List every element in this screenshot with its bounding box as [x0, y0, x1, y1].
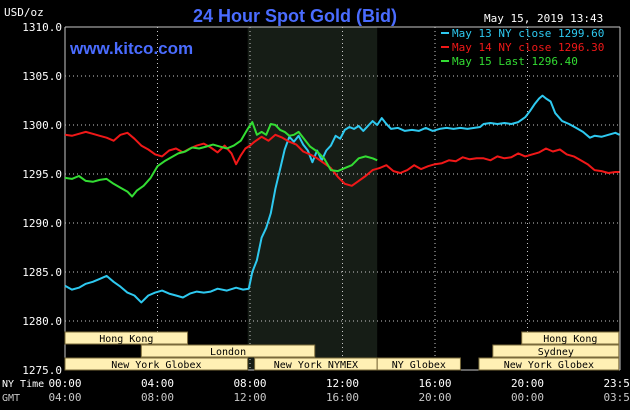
market-session-bar	[64, 357, 249, 371]
x-tick-label-ny: 23:59	[603, 377, 630, 390]
series-line-2	[64, 121, 378, 198]
x-axis-row-label-ny: NY Time	[2, 379, 44, 390]
x-axis-row-label-gmt: GMT	[2, 393, 20, 404]
x-tick-label-ny: 12:00	[326, 377, 359, 390]
x-tick-label-gmt: 12:00	[233, 391, 266, 404]
y-axis-unit-label: USD/oz	[4, 6, 44, 19]
chart-title: 24 Hour Spot Gold (Bid)	[193, 6, 397, 26]
x-tick-label-gmt: 00:00	[511, 391, 544, 404]
market-session-label: New York Globex	[111, 360, 201, 371]
market-session-bar	[521, 331, 620, 345]
x-tick-label-ny: 08:00	[233, 377, 266, 390]
market-session-label: Hong Kong	[543, 334, 597, 345]
x-tick-label-gmt: 04:00	[48, 391, 81, 404]
y-tick-label: 1300.0	[22, 119, 62, 132]
market-session-label: Sydney	[538, 347, 574, 358]
market-session-label: London	[210, 347, 246, 358]
x-tick-label-ny: 04:00	[141, 377, 174, 390]
market-session-bar	[64, 331, 189, 345]
x-tick-label-gmt: 20:00	[418, 391, 451, 404]
x-tick-label-ny: 16:00	[418, 377, 451, 390]
y-tick-label: 1285.0	[22, 266, 62, 279]
y-tick-label: 1295.0	[22, 168, 62, 181]
market-session-label: Hong Kong	[99, 334, 153, 345]
market-session-bar	[140, 344, 316, 358]
y-tick-label: 1310.0	[22, 21, 62, 34]
x-tick-label-ny: 20:00	[511, 377, 544, 390]
y-tick-label: 1280.0	[22, 315, 62, 328]
market-session-label: New York NYMEX	[274, 360, 358, 371]
market-session-bar	[478, 357, 620, 371]
market-session-bar	[376, 357, 461, 371]
series-line-1	[64, 130, 620, 187]
legend-entry: May 14 NY close 1296.30	[452, 41, 604, 54]
y-tick-label: 1290.0	[22, 217, 62, 230]
series-line-0	[64, 94, 620, 304]
legend-entry: May 15 Last 1296.40	[452, 55, 578, 68]
legend-entry: May 13 NY close 1299.60	[452, 27, 604, 40]
market-session-label: New York Globex	[504, 360, 594, 371]
date-stamp: May 15, 2019 13:43	[484, 12, 603, 25]
market-session-bar	[492, 344, 620, 358]
x-tick-label-gmt: 08:00	[141, 391, 174, 404]
x-tick-label-gmt: 03:59	[603, 391, 630, 404]
x-tick-label-ny: 00:00	[48, 377, 81, 390]
market-session-label: NY Globex	[392, 360, 446, 371]
watermark: www.kitco.com	[69, 39, 193, 58]
x-tick-label-gmt: 16:00	[326, 391, 359, 404]
y-tick-label: 1305.0	[22, 70, 62, 83]
y-tick-label: 1275.0	[22, 364, 62, 377]
session-highlight	[247, 27, 378, 370]
